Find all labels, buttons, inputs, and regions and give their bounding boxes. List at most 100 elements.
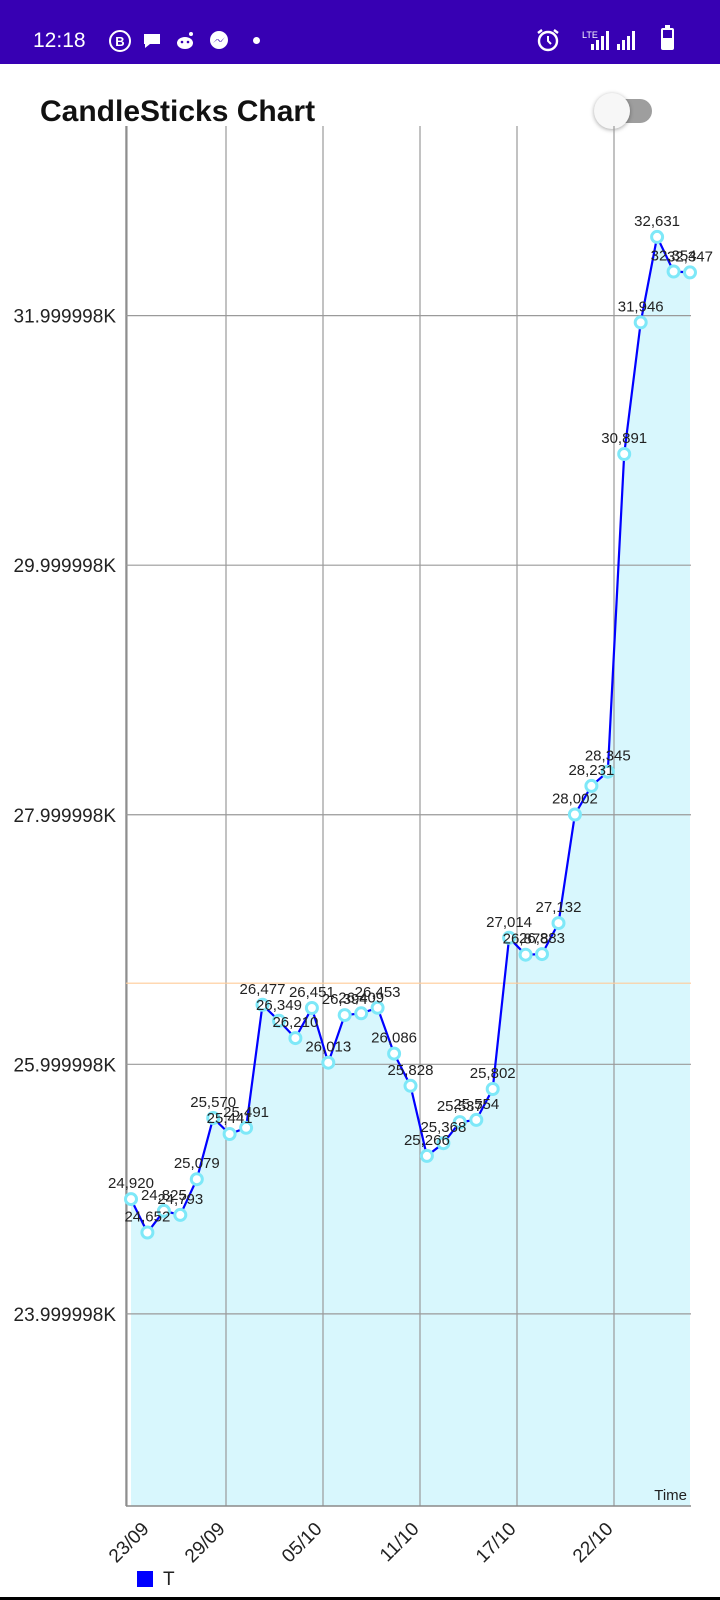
bottom-divider (0, 1597, 720, 1600)
data-point (600, 764, 615, 779)
data-point (551, 916, 566, 931)
data-label: 28,231 (568, 762, 614, 779)
data-point (387, 1046, 402, 1061)
signal-icon (616, 30, 638, 50)
data-label: 25,570 (190, 1094, 236, 1111)
data-label: 27,014 (486, 914, 532, 931)
y-tick-label: 29.999998K (14, 556, 117, 577)
data-point (584, 778, 599, 793)
data-label: 26,394 (322, 991, 368, 1008)
battery-icon (661, 25, 674, 50)
lte-icon: LTE (582, 30, 598, 40)
data-point (666, 264, 681, 279)
legend-swatch (137, 1571, 153, 1587)
data-label: 25,079 (174, 1155, 220, 1172)
data-label: 25,802 (470, 1065, 516, 1082)
x-tick-label: 22/10 (569, 1519, 617, 1567)
data-point (255, 997, 270, 1012)
data-label: 25,491 (223, 1104, 269, 1121)
data-label: 32,347 (667, 248, 713, 265)
data-point (354, 1006, 369, 1021)
data-label: 26,477 (240, 981, 286, 998)
data-point (683, 265, 697, 280)
data-point (239, 1120, 254, 1135)
data-label: 31,946 (618, 298, 664, 315)
data-point (535, 947, 549, 962)
data-label: 26,451 (289, 984, 335, 1001)
data-point (304, 1001, 319, 1015)
toggle-thumb (594, 93, 630, 129)
data-point (189, 1172, 204, 1187)
data-label: 30,891 (601, 430, 647, 447)
x-tick-label: 23/09 (105, 1519, 153, 1567)
data-point (321, 1055, 336, 1070)
data-label: 25,828 (388, 1062, 434, 1079)
y-tick-label: 27.999998K (14, 806, 117, 827)
data-point (452, 1115, 467, 1130)
data-point (337, 1008, 352, 1023)
data-label: 26,210 (272, 1014, 318, 1031)
data-label: 26,878 (503, 931, 549, 948)
data-label: 25,368 (420, 1119, 466, 1136)
data-label: 32,354 (651, 248, 697, 265)
data-point (633, 315, 648, 330)
more-dot-icon (253, 37, 260, 44)
data-label: 25,441 (207, 1110, 253, 1127)
status-bar: 12:18 B LTE (0, 0, 720, 64)
data-point (140, 1225, 155, 1240)
data-label: 25,554 (453, 1096, 499, 1113)
data-label: 28,345 (585, 748, 631, 765)
data-label: 25,266 (404, 1132, 450, 1149)
data-point (518, 947, 533, 962)
data-label: 27,132 (536, 899, 582, 916)
y-tick-label: 31.999998K (14, 307, 117, 328)
page-title: CandleSticks Chart (40, 95, 316, 128)
data-label: 26,013 (305, 1039, 351, 1056)
data-point (469, 1112, 484, 1127)
signal-icon (590, 30, 612, 50)
data-label: 24,652 (124, 1209, 170, 1226)
data-point (567, 807, 582, 822)
data-label: 28,002 (552, 791, 598, 808)
data-label: 24,793 (157, 1191, 203, 1208)
data-point (502, 930, 517, 945)
reddit-icon (174, 30, 196, 52)
data-label: 26,349 (256, 997, 302, 1014)
data-label: 26,453 (355, 984, 401, 1001)
data-point (222, 1127, 237, 1141)
data-point (272, 1013, 286, 1028)
data-label: 32,631 (634, 213, 680, 230)
data-point (419, 1148, 434, 1163)
status-time: 12:18 (33, 29, 86, 52)
data-point (617, 447, 632, 461)
x-tick-label: 17/10 (472, 1519, 520, 1567)
y-tick-label: 23.999998K (14, 1305, 117, 1326)
b-badge-icon: B (109, 30, 131, 52)
chat-bubble-icon (141, 30, 163, 52)
x-tick-label: 29/09 (181, 1519, 229, 1567)
data-point (173, 1207, 188, 1222)
data-label: 26,086 (371, 1030, 417, 1047)
data-point (485, 1082, 500, 1096)
data-point (650, 229, 665, 244)
data-point (124, 1192, 138, 1207)
y-tick-label: 25.999998K (14, 1055, 117, 1076)
series-fill-area (131, 236, 690, 1506)
data-point (156, 1203, 171, 1218)
data-label: 26,883 (519, 930, 565, 947)
data-label: 25,537 (437, 1098, 483, 1115)
data-point (370, 1000, 385, 1015)
legend-label: T (163, 1569, 175, 1590)
alarm-icon (535, 27, 561, 53)
x-axis-label: Time (654, 1487, 687, 1504)
x-tick-label: 11/10 (376, 1519, 423, 1566)
data-label: 26,409 (338, 989, 384, 1006)
data-label: 24,825 (141, 1187, 187, 1204)
messenger-icon (208, 30, 230, 52)
data-point (403, 1078, 418, 1093)
data-point (206, 1111, 221, 1125)
data-point (436, 1136, 451, 1151)
data-label: 24,920 (108, 1175, 154, 1192)
chart-toggle-switch[interactable] (594, 93, 658, 129)
